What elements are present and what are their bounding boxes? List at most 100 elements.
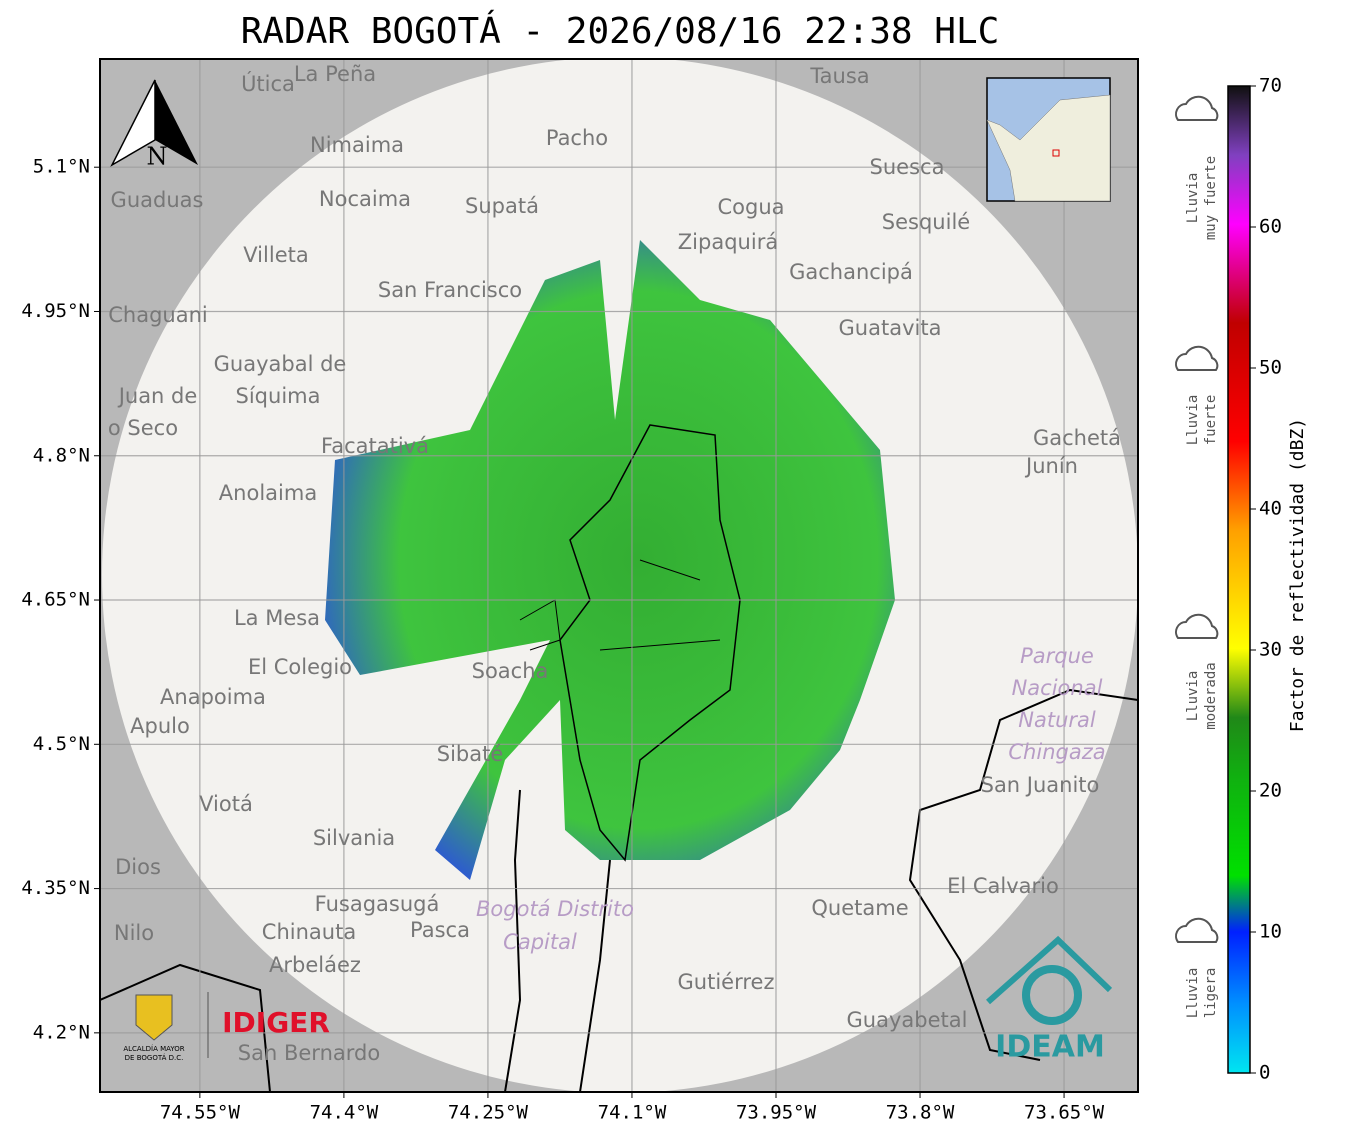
place-label: Guaduas: [111, 188, 204, 212]
place-label: Pasca: [410, 918, 470, 942]
rain-icon: [1175, 613, 1219, 639]
colorbar-tick-label: 30: [1259, 639, 1282, 661]
colorbar-tick-label: 60: [1259, 216, 1282, 238]
rain-icon: [1175, 345, 1219, 371]
colorbar-tick-label: 70: [1259, 75, 1282, 97]
place-label: San Juanito: [981, 773, 1100, 797]
place-label: El Colegio: [248, 655, 352, 679]
x-tick-label: 73.95°W: [736, 1102, 817, 1124]
place-label: La Mesa: [234, 606, 320, 630]
rain-icon: [1175, 917, 1219, 943]
alcaldia-text: DE BOGOTÁ D.C.: [125, 1053, 184, 1062]
colorbar-label: Factor de reflectividad (dBZ): [1287, 418, 1308, 732]
place-label: Gachancipá: [789, 260, 913, 284]
place-label: Facatativá: [321, 434, 429, 458]
rain-icon: [1175, 95, 1219, 121]
idiger-logo: IDIGER: [222, 1006, 330, 1039]
ideam-logo: IDEAM: [995, 1030, 1105, 1065]
place-label: Anolaima: [219, 481, 317, 505]
place-label: o Seco: [108, 416, 178, 440]
region-label: Parque: [1020, 644, 1094, 668]
y-tick-label: 4.8°N: [33, 444, 90, 466]
alcaldia-shield: [135, 994, 173, 1041]
y-tick-label: 4.65°N: [21, 589, 90, 611]
place-label: Síquima: [236, 384, 321, 408]
rain-level: Lluvia moderada: [1175, 613, 1219, 730]
rain-level: Lluvia muy fuerte: [1175, 95, 1219, 240]
region-label: Bogotá Distrito: [476, 897, 634, 921]
rain-label: Lluvia: [1185, 395, 1201, 446]
place-label: Arbeláez: [269, 953, 361, 977]
rain-level: Lluvia ligera: [1175, 917, 1219, 1019]
place-label: Chaguani: [108, 303, 208, 327]
colorbar-tick-label: 20: [1259, 780, 1282, 802]
x-tick-label: 74.1°W: [598, 1102, 667, 1124]
place-label: Pacho: [546, 126, 608, 150]
y-tick-label: 4.2°N: [33, 1021, 90, 1043]
inset-land: [986, 94, 1111, 202]
x-tick-label: 74.4°W: [310, 1102, 379, 1124]
place-label: Sesquilé: [882, 210, 970, 234]
place-label: Junín: [1024, 454, 1078, 478]
colorbar-tick-label: 40: [1259, 498, 1282, 520]
place-label: La Peña: [294, 62, 376, 86]
rain-level: Lluvia fuerte: [1175, 345, 1219, 446]
north-arrow-right: [155, 80, 198, 165]
place-label: Apulo: [130, 714, 190, 738]
x-tick-label: 74.25°W: [448, 1102, 529, 1124]
y-tick-label: 5.1°N: [33, 156, 90, 178]
ideam-roof: [986, 935, 1113, 1005]
x-tick-label: 73.65°W: [1024, 1102, 1105, 1124]
place-label: Silvania: [313, 826, 395, 850]
colorbar-tick-label: 10: [1259, 921, 1282, 943]
north-label: N: [147, 143, 168, 171]
map-frame: [99, 58, 1139, 1093]
rain-label: ligera: [1203, 968, 1219, 1019]
rain-label: fuerte: [1203, 395, 1219, 446]
y-tick-label: 4.35°N: [21, 877, 90, 899]
place-label: Cogua: [717, 195, 784, 219]
place-label: Útica: [241, 71, 295, 96]
place-label: Nimaima: [310, 133, 404, 157]
place-label: Tausa: [809, 64, 869, 88]
place-label: Juan de: [117, 384, 198, 408]
place-label: Suesca: [870, 155, 945, 179]
place-label: Villeta: [243, 243, 308, 267]
rain-label: Lluvia: [1185, 968, 1201, 1019]
colorbar: [1227, 85, 1251, 1074]
place-label: Gutiérrez: [678, 970, 775, 994]
place-label: Nilo: [114, 921, 154, 945]
place-label: Viotá: [199, 792, 253, 816]
inset-marker: [1052, 149, 1060, 157]
rain-label: Lluvia: [1185, 671, 1201, 722]
region-label: Nacional: [1012, 676, 1103, 700]
place-label: Fusagasugá: [315, 892, 440, 916]
rain-label: moderada: [1203, 662, 1219, 729]
place-label: Supatá: [465, 194, 539, 218]
region-label: Capital: [503, 930, 577, 954]
locality-boundary: [519, 559, 721, 651]
district-boundary: [559, 424, 741, 862]
place-label: Quetame: [811, 896, 908, 920]
grid: [100, 59, 1138, 1092]
place-label: Soacha: [472, 659, 549, 683]
x-tick-label: 73.8°W: [886, 1102, 955, 1124]
place-label: Guayabetal: [847, 1008, 968, 1032]
place-label: Dios: [115, 855, 161, 879]
y-tick-label: 4.5°N: [33, 733, 90, 755]
title: RADAR BOGOTÁ - 2026/08/16 22:38 HLC: [241, 10, 1000, 52]
radar-echo: [325, 240, 895, 880]
place-label: Anapoima: [160, 685, 266, 709]
place-label: Nocaima: [319, 187, 411, 211]
place-label: Sibaté: [437, 742, 504, 766]
place-label: San Bernardo: [238, 1041, 380, 1065]
region-label: Chingaza: [1008, 740, 1105, 764]
place-label: San Francisco: [378, 278, 522, 302]
place-label: Guayabal de: [214, 352, 347, 376]
place-label: Chinauta: [262, 920, 356, 944]
x-tick-label: 74.55°W: [160, 1102, 241, 1124]
place-label: El Calvario: [947, 874, 1059, 898]
